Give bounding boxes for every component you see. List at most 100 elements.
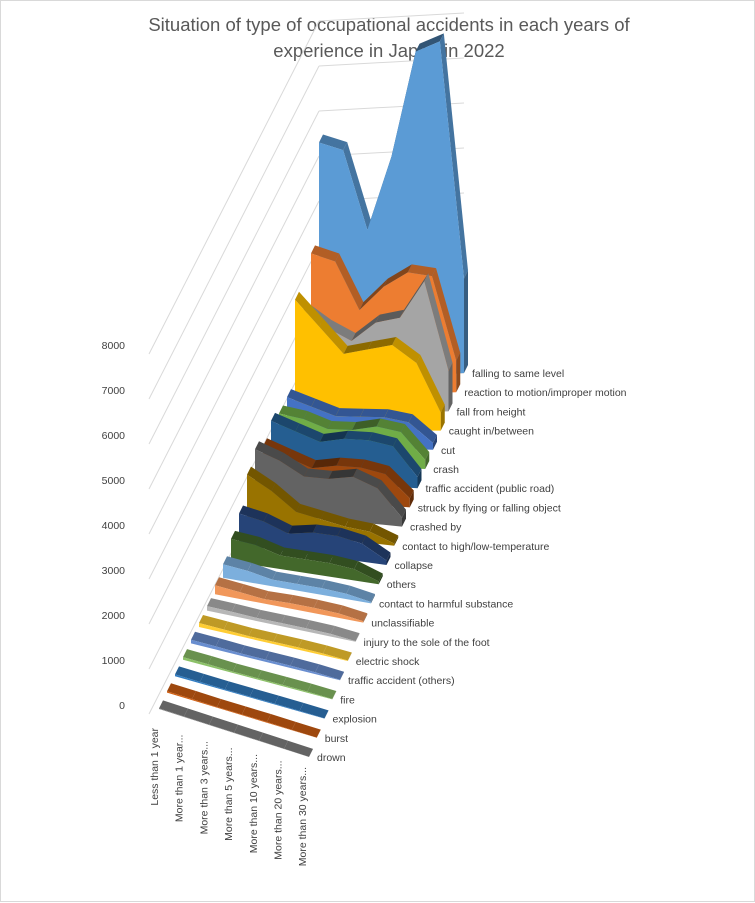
ribbon-top-strip <box>247 466 276 491</box>
ribbon-top-strip <box>247 562 277 580</box>
ribbon-top-strip <box>377 480 406 518</box>
ribbon-top-strip <box>167 683 196 700</box>
series-label: others <box>387 579 416 591</box>
ribbon-top-strip <box>337 527 366 544</box>
ribbon-top-strip <box>223 621 253 637</box>
gridline-side <box>148 65 320 400</box>
gridline-side <box>148 200 320 535</box>
category-label: More than 30 years... <box>297 767 309 866</box>
ribbon-top-strip <box>311 398 340 417</box>
ribbon-top-strip <box>248 628 278 642</box>
ribbon-top-strip <box>375 309 404 323</box>
ribbon-top-strip <box>274 695 304 711</box>
ribbon-top-strip <box>304 468 333 479</box>
y-tick-label: 8000 <box>102 340 126 352</box>
series-label: injury to the sole of the foot <box>364 637 490 649</box>
ribbon-top-strip <box>359 278 388 311</box>
ribbon-top-strip <box>369 523 399 544</box>
ribbon-top-strip <box>307 683 337 700</box>
ribbon-top-strip <box>288 524 317 534</box>
gridline-side <box>148 155 320 490</box>
ribbon-end-cap <box>409 490 414 508</box>
ribbon-top-strip <box>303 411 332 429</box>
ribbon-top-strip <box>320 511 350 527</box>
ribbon-top-strip <box>392 336 421 364</box>
ribbon-end-cap <box>355 633 360 642</box>
ribbon-top-strip <box>184 708 213 725</box>
ribbon-top-strip <box>255 441 284 461</box>
series-ribbon <box>231 530 383 585</box>
chart-title-line-1: Situation of type of occupational accide… <box>148 14 630 35</box>
ribbon-top-strip <box>361 535 391 561</box>
series-ribbon <box>295 291 445 431</box>
ribbon-top-strip <box>304 551 334 564</box>
ribbon-top-strip <box>183 649 212 665</box>
ribbon-top-strip <box>368 432 398 447</box>
ribbon-top-strip <box>327 319 356 341</box>
ribbon-top-strip <box>280 547 309 560</box>
ribbon-top-strip <box>311 245 340 262</box>
ribbon-top-strip <box>287 449 316 469</box>
ribbon-top-strip <box>291 721 321 738</box>
ribbon-top-strip <box>296 503 325 520</box>
ribbon-front-face <box>183 657 333 700</box>
ribbon-top-strip <box>393 438 422 477</box>
series-label: struck by flying or falling object <box>418 502 561 514</box>
chart-title-line-2: experience in Japan in 2022 <box>273 40 504 61</box>
ribbon-end-cap <box>332 691 337 700</box>
series-label: electric shock <box>356 656 420 668</box>
ribbon-end-cap <box>378 573 383 585</box>
ribbon-top-strip <box>352 418 381 430</box>
ribbon-top-strip <box>231 603 261 618</box>
ribbon-top-strip <box>282 676 312 692</box>
y-tick-label: 2000 <box>102 610 126 622</box>
ribbon-top-strip <box>175 666 204 682</box>
series-label: contact to high/low-temperature <box>402 541 549 553</box>
ribbon-top-strip <box>272 571 301 584</box>
gridline-side <box>148 290 320 625</box>
ribbon-top-strip <box>255 536 285 556</box>
ribbon-top-strip <box>321 580 351 594</box>
series-label: cut <box>441 445 455 457</box>
ribbon-front-face <box>199 622 348 661</box>
y-tick-label: 0 <box>119 700 125 712</box>
series-label: fall from height <box>457 406 526 418</box>
series-ribbon <box>207 598 360 642</box>
ribbon-top-strip <box>376 418 405 432</box>
series-label: collapse <box>395 560 434 572</box>
gridline-side <box>148 110 320 445</box>
series-label: traffic accident (public road) <box>426 483 555 495</box>
ribbon-top-strip <box>384 409 413 423</box>
ribbon-top-strip <box>367 336 397 350</box>
ribbon-top-strip <box>224 681 254 697</box>
series-label: reaction to motion/improper motion <box>464 387 626 399</box>
series-ribbon <box>199 614 352 661</box>
series-ribbon <box>167 683 321 738</box>
y-tick-label: 6000 <box>102 430 126 442</box>
ribbon-top-strip <box>345 518 374 532</box>
ribbon-front-face <box>231 538 379 585</box>
category-label: More than 10 years... <box>248 754 260 853</box>
ribbon-top-strip <box>383 264 412 287</box>
series-ribbon <box>223 556 375 604</box>
ribbon-top-strip <box>256 609 286 624</box>
ribbon-top-strip <box>424 273 453 371</box>
ribbon-top-strip <box>207 656 237 672</box>
ribbon-front-face <box>239 513 387 565</box>
y-tick-label: 7000 <box>102 385 126 397</box>
ribbon-end-cap <box>417 468 422 489</box>
ribbon-top-strip <box>351 314 380 341</box>
ribbon-top-strip <box>416 355 445 413</box>
ribbon-top-strip <box>330 625 360 642</box>
ribbon-top-strip <box>199 614 228 630</box>
ribbon-top-strip <box>327 421 357 430</box>
ribbon-end-cap <box>448 362 453 412</box>
ribbon-top-strip <box>319 430 349 442</box>
series-ribbon <box>175 666 329 719</box>
ribbon-top-strip <box>295 291 324 327</box>
ribbon-top-strip <box>239 584 269 600</box>
category-label: More than 1 year... <box>174 735 186 823</box>
ribbon-front-face <box>223 564 371 604</box>
ribbon-top-strip <box>240 645 270 660</box>
